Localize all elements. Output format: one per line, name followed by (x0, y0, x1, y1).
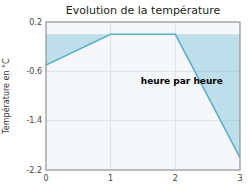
plot-background (46, 22, 240, 170)
chart-container: 0.2 -0.6 -1.4 -2.20 1 2 3 heure par heure Evolut… (0, 0, 250, 188)
y-grid-line (46, 120, 240, 121)
x-tick-label: 3 (237, 174, 242, 183)
grid (46, 22, 240, 170)
plot-frame (46, 22, 240, 170)
area-fill (46, 34, 240, 157)
x-tick-label: 0 (43, 174, 48, 183)
x-label: heure par heure (141, 76, 223, 86)
y-tick-label: -0.6 (26, 67, 42, 76)
x-grid-line (110, 22, 111, 170)
data-group (46, 34, 240, 157)
chart-svg: 0.2 -0.6 -1.4 -2.20 1 2 3 heure par heure Evolut… (0, 0, 250, 188)
x-grid-line (175, 22, 176, 170)
x-tick-label: 2 (173, 174, 178, 183)
y-tick-label: 0.2 (29, 18, 42, 27)
title: Evolution de la température (66, 4, 221, 17)
y-tick-label: -1.4 (26, 116, 42, 125)
x-tick-label: 1 (108, 174, 113, 183)
area-line (46, 34, 240, 157)
y-tick-label: -2.2 (26, 166, 42, 175)
y-label: Température en °C (1, 58, 11, 135)
